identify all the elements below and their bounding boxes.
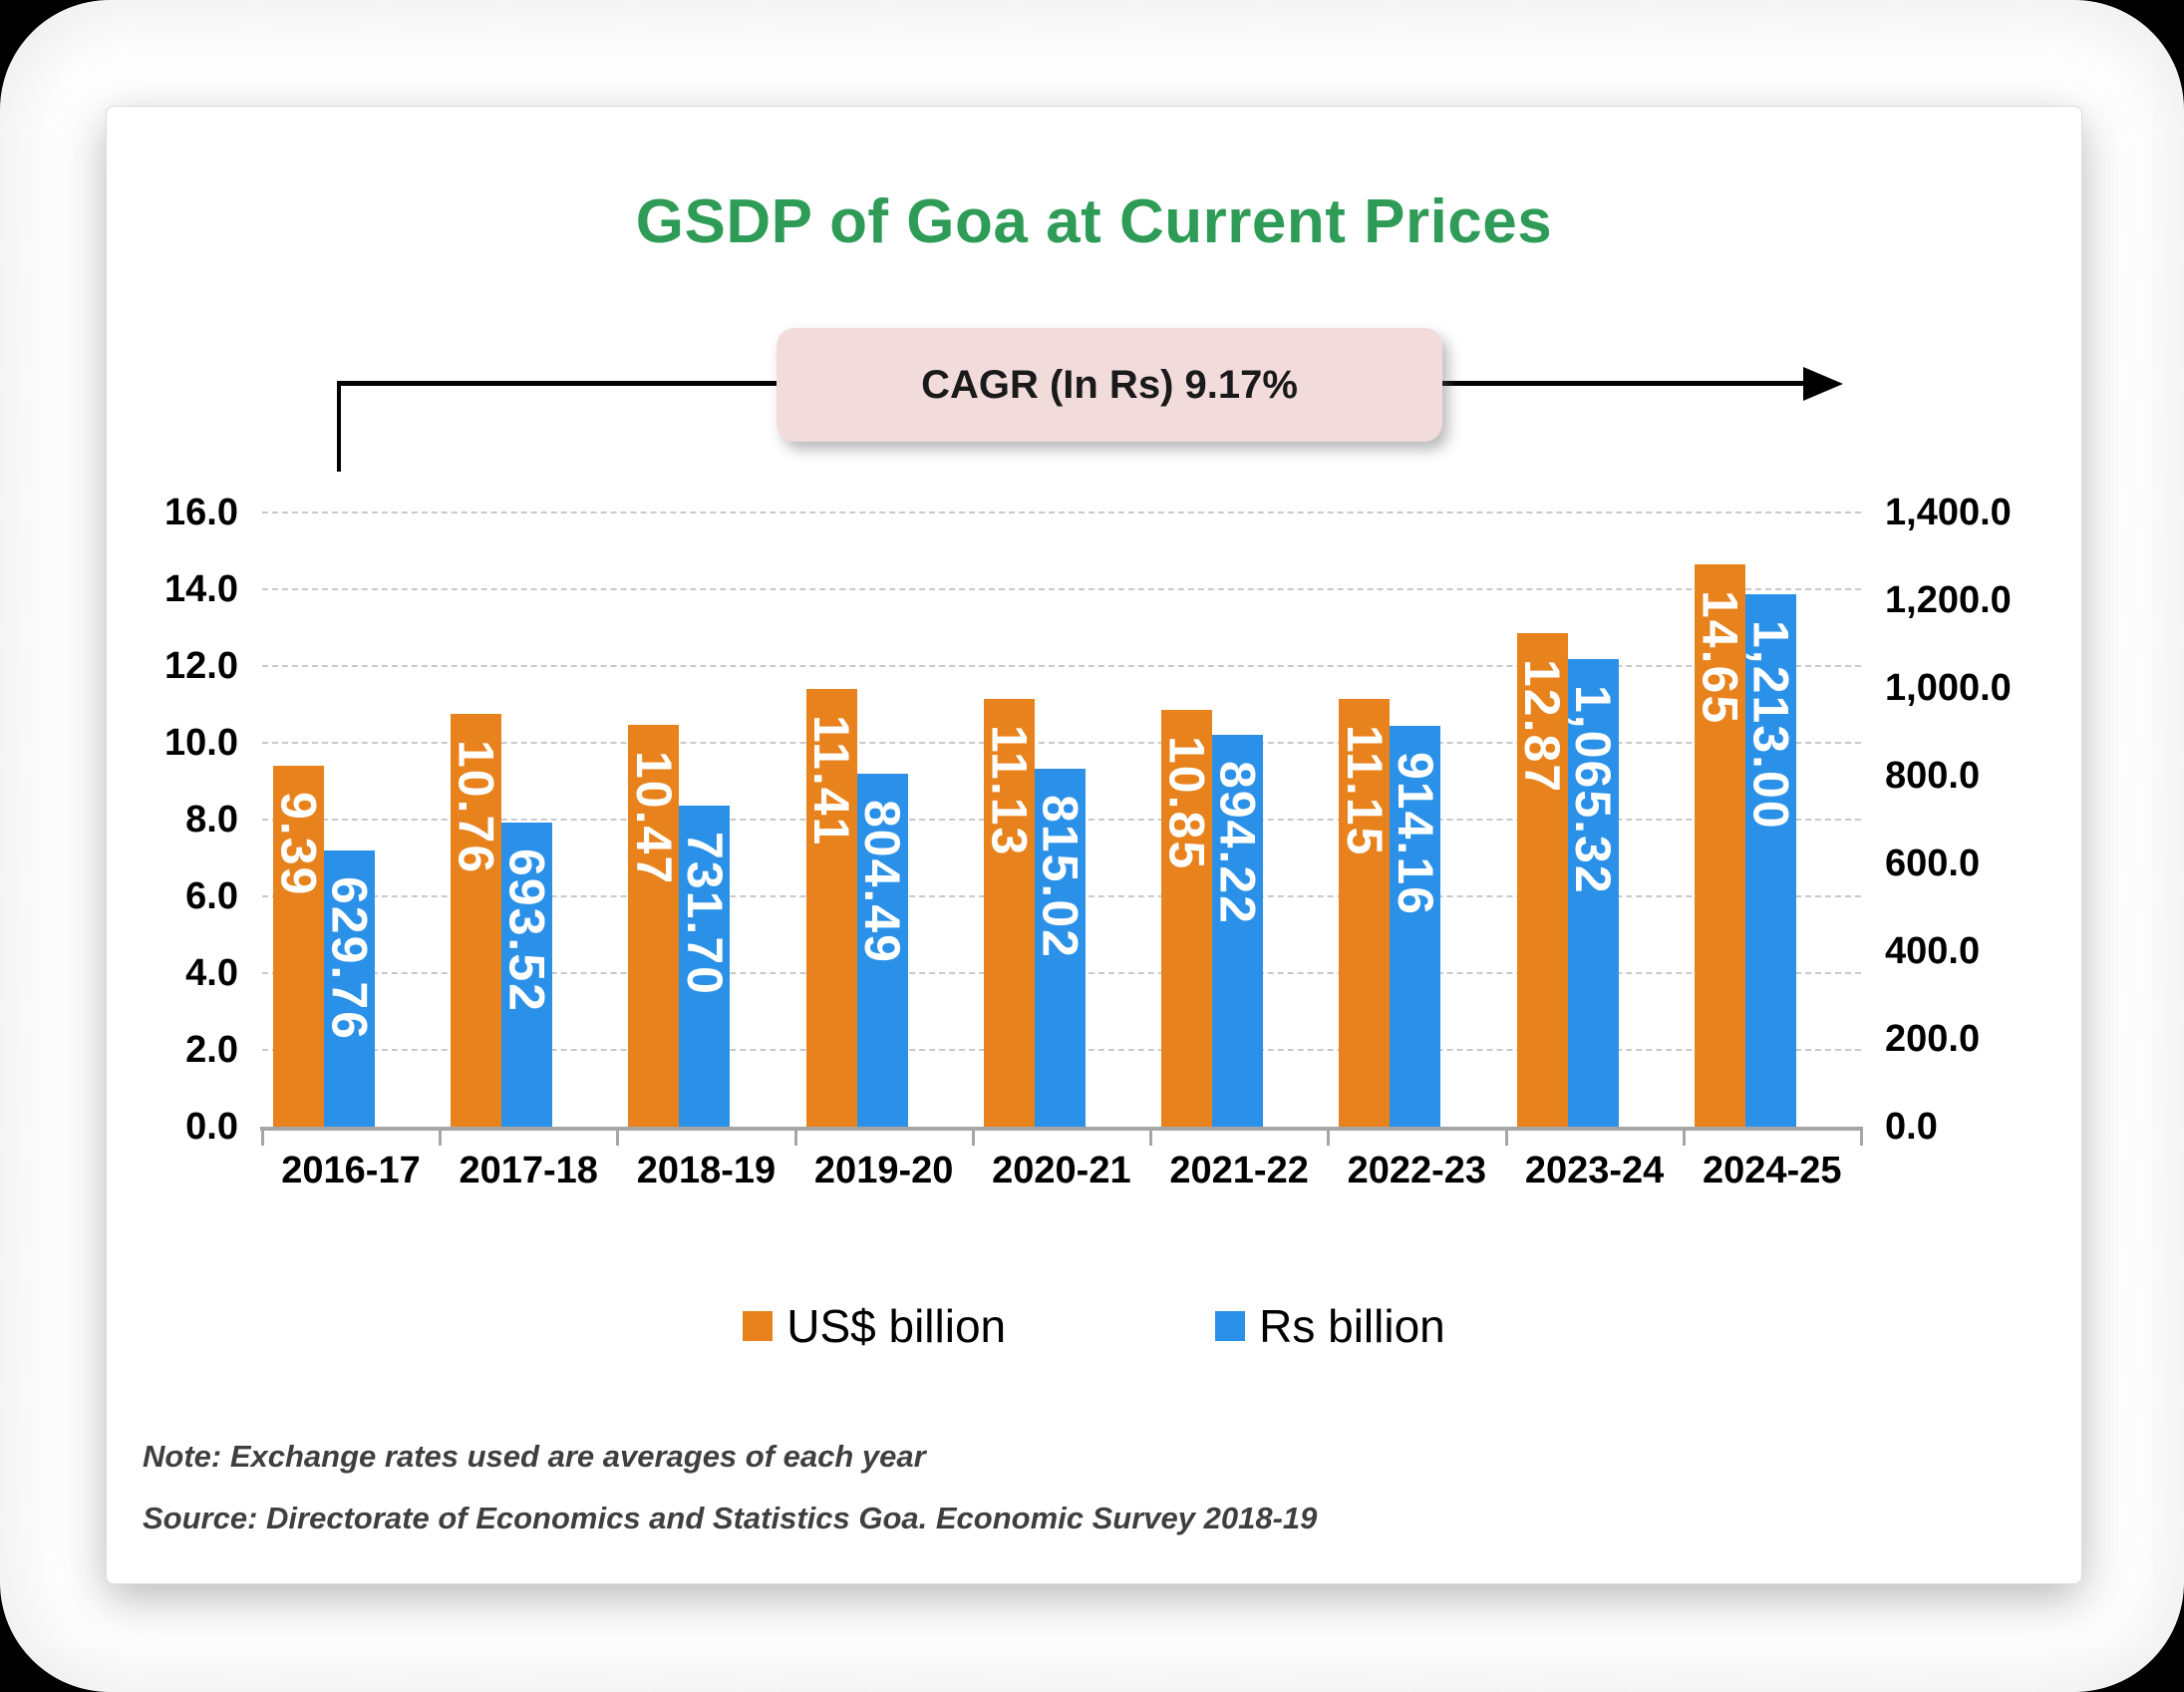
usd-bar: 12.87 <box>1514 632 1570 1127</box>
right-axis-tick-label: 600.0 <box>1885 843 1981 884</box>
source-text: Source: Directorate of Economics and Sta… <box>143 1501 1318 1535</box>
chart-legend: US$ billion Rs billion <box>107 1299 2081 1353</box>
bar-value-label: 1,065.32 <box>1565 685 1622 895</box>
rs-bar: 815.02 <box>1032 769 1088 1127</box>
legend-item: US$ billion <box>743 1299 1006 1353</box>
rs-bar: 804.49 <box>854 774 910 1127</box>
chart-card: GSDP of Goa at Current Prices CAGR (In R… <box>106 106 2082 1584</box>
gridline <box>262 742 1861 744</box>
x-axis-tick <box>1327 1131 1331 1146</box>
x-axis-category-label: 2017-18 <box>459 1150 598 1191</box>
right-axis-tick-label: 200.0 <box>1885 1018 1981 1060</box>
x-axis-tick <box>1504 1131 1508 1146</box>
bar-value-label: 629.76 <box>321 875 378 1041</box>
bar-value-label: 693.52 <box>498 847 555 1013</box>
x-axis-tick <box>1860 1131 1863 1146</box>
rs-bar: 629.76 <box>322 849 378 1127</box>
bar-value-label: 804.49 <box>854 800 911 964</box>
cagr-arrowhead-icon <box>1803 367 1843 401</box>
left-axis-tick-label: 14.0 <box>164 568 238 610</box>
cagr-connector-vertical-line <box>337 383 341 472</box>
chart-title: GSDP of Goa at Current Prices <box>635 187 1553 256</box>
legend-label: US$ billion <box>786 1300 1007 1352</box>
bar-value-label: 731.70 <box>676 832 733 996</box>
x-axis-category-label: 2020-21 <box>992 1150 1131 1191</box>
x-axis-category-label: 2019-20 <box>813 1150 954 1191</box>
left-axis-tick-label: 10.0 <box>164 722 238 764</box>
left-axis-tick-label: 6.0 <box>185 875 238 917</box>
bar-value-label: 10.85 <box>1158 736 1215 871</box>
usd-bar: 11.15 <box>1337 698 1393 1127</box>
right-axis-tick-label: 800.0 <box>1885 755 1981 797</box>
bar-value-label: 914.16 <box>1387 751 1443 916</box>
cagr-annotation-box: CAGR (In Rs) 9.17% <box>777 328 1442 442</box>
right-axis-tick-label: 1,200.0 <box>1885 579 2012 621</box>
x-axis-category-label: 2024-25 <box>1703 1150 1842 1191</box>
bar-value-label: 10.76 <box>448 739 504 874</box>
usd-bar: 11.13 <box>981 699 1037 1127</box>
bar-value-label: 11.13 <box>981 725 1038 857</box>
x-axis-category-label: 2018-19 <box>636 1150 777 1191</box>
left-axis-tick-label: 0.0 <box>185 1106 238 1148</box>
usd-bar: 10.47 <box>626 724 682 1127</box>
usd-bar: 14.65 <box>1692 563 1747 1127</box>
x-axis-tick <box>1682 1131 1686 1146</box>
left-axis-tick-label: 16.0 <box>164 492 238 533</box>
rs-bar: 693.52 <box>499 822 555 1127</box>
x-axis-tick <box>793 1131 797 1146</box>
x-axis-category-label: 2016-17 <box>281 1150 421 1191</box>
usd-bar: 10.76 <box>449 713 504 1127</box>
bar-value-label: 9.39 <box>270 792 327 897</box>
bar-value-label: 11.15 <box>1336 724 1393 857</box>
gridline <box>262 511 1861 513</box>
bar-value-label: 10.47 <box>625 750 682 886</box>
legend-item: Rs billion <box>1215 1299 1445 1353</box>
rs-bar: 1,065.32 <box>1565 659 1621 1127</box>
x-axis-category-label: 2023-24 <box>1524 1150 1665 1191</box>
x-axis-tick <box>616 1131 620 1146</box>
gridline <box>262 665 1861 667</box>
usd-bar: 9.39 <box>271 766 327 1127</box>
x-axis-category-label: 2021-22 <box>1169 1150 1309 1191</box>
legend-label: Rs billion <box>1259 1300 1445 1352</box>
rs-bar: 1,213.00 <box>1742 594 1798 1127</box>
rs-bar: 914.16 <box>1388 725 1443 1127</box>
right-axis-tick-label: 1,000.0 <box>1885 667 2012 709</box>
x-axis-tick <box>439 1131 443 1146</box>
usd-bar: 10.85 <box>1159 710 1215 1127</box>
left-axis-tick-label: 4.0 <box>185 952 238 994</box>
right-axis-tick-label: 0.0 <box>1885 1106 1938 1148</box>
right-axis-tick-label: 1,400.0 <box>1885 492 2012 533</box>
bar-value-label: 12.87 <box>1514 658 1571 794</box>
rs-bar: 731.70 <box>677 806 733 1127</box>
note-text: Note: Exchange rates used are averages o… <box>143 1439 926 1474</box>
legend-swatch-icon <box>743 1311 774 1341</box>
bar-value-label: 1,213.00 <box>1742 620 1799 831</box>
left-axis-tick-label: 12.0 <box>164 645 238 687</box>
x-axis-tick <box>1149 1131 1153 1146</box>
left-axis-tick-label: 2.0 <box>185 1029 238 1071</box>
cagr-annotation-label: CAGR (In Rs) 9.17% <box>921 362 1298 407</box>
x-axis-line <box>260 1127 1863 1131</box>
x-axis-category-label: 2022-23 <box>1347 1150 1487 1191</box>
gridline <box>262 588 1861 590</box>
bar-value-label: 14.65 <box>1692 589 1748 726</box>
x-axis-tick <box>971 1131 975 1146</box>
bar-value-label: 815.02 <box>1032 795 1089 960</box>
bar-value-label: 11.41 <box>803 714 860 847</box>
rs-bar: 894.22 <box>1210 734 1266 1127</box>
bar-value-label: 894.22 <box>1209 760 1266 925</box>
legend-swatch-icon <box>1215 1311 1246 1341</box>
x-axis-tick <box>261 1131 264 1146</box>
usd-bar: 11.41 <box>803 688 859 1127</box>
right-axis-tick-label: 400.0 <box>1885 930 1981 972</box>
left-axis-tick-label: 8.0 <box>185 799 238 841</box>
